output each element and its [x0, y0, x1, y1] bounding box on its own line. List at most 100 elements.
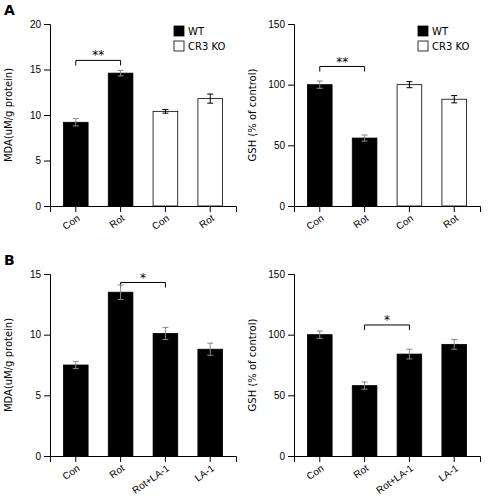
bar — [307, 335, 332, 456]
tick-label: 15 — [30, 64, 42, 75]
bar — [63, 365, 88, 456]
x-tick: Con — [304, 206, 325, 232]
tick-label: 5 — [35, 390, 41, 401]
axis-domain — [44, 275, 51, 457]
y-tick: 150 — [268, 269, 294, 280]
tick-label: Rot+LA-1 — [130, 462, 172, 496]
tick-label: 100 — [268, 329, 285, 340]
error-bar — [406, 349, 412, 359]
marks — [63, 285, 222, 456]
tick-label: 10 — [30, 329, 42, 340]
tick-label: Con — [394, 212, 415, 232]
tick-label: 0 — [279, 451, 285, 462]
tick-mark — [44, 456, 50, 457]
significance-label: ** — [336, 55, 348, 69]
tick-mark — [288, 456, 294, 457]
tick-mark — [288, 145, 294, 146]
bar — [153, 111, 178, 206]
tick-mark — [288, 335, 294, 336]
legend-label: CR3 KO — [188, 41, 225, 52]
y-tick: 50 — [274, 140, 294, 151]
tick-label: Rot — [351, 212, 370, 230]
error-bar — [162, 327, 168, 339]
tick-mark — [120, 206, 121, 212]
significance-label: ** — [92, 48, 104, 62]
y-tick: 0 — [35, 201, 50, 212]
tick-mark — [288, 85, 294, 86]
x-axis: ConRotRot+LA-1LA-1 — [51, 456, 237, 496]
x-tick: Rot+LA-1 — [374, 456, 416, 496]
y-axis-label: GSH (% of control) — [247, 319, 258, 412]
x-tick: Rot — [351, 456, 370, 480]
tick-label: 50 — [274, 390, 286, 401]
legend-swatch — [174, 26, 184, 36]
tick-label: 20 — [30, 19, 42, 30]
x-tick: Con — [394, 206, 415, 232]
panel-label: A — [4, 2, 15, 18]
y-axis: 050100150 — [268, 19, 294, 212]
error-bar — [406, 82, 412, 88]
y-tick: 5 — [35, 155, 50, 166]
tick-label: Con — [150, 212, 171, 232]
tick-label: Rot — [107, 462, 126, 480]
y-tick: 0 — [35, 451, 50, 462]
y-tick: 10 — [30, 329, 50, 340]
x-tick: Con — [60, 206, 81, 232]
legend-label: WT — [188, 26, 205, 37]
tick-mark — [44, 395, 50, 396]
marks — [307, 81, 466, 206]
tick-label: 5 — [35, 155, 41, 166]
tick-label: 150 — [268, 19, 285, 30]
tick-mark — [319, 456, 320, 462]
bar — [352, 386, 377, 456]
significance-label: * — [140, 271, 146, 285]
y-tick: 50 — [274, 390, 294, 401]
bar — [153, 333, 178, 456]
bar — [108, 73, 133, 206]
tick-label: Rot — [441, 212, 460, 230]
tick-label: 50 — [274, 140, 286, 151]
y-axis-label: MDA(uM/g protein) — [3, 318, 14, 412]
x-axis: Con Rot Con Rot — [295, 206, 481, 232]
y-axis: 05101520 — [30, 19, 51, 212]
tick-label: Rot — [351, 462, 370, 480]
bar — [198, 99, 223, 206]
tick-mark — [210, 456, 211, 462]
tick-mark — [288, 395, 294, 396]
tick-mark — [454, 456, 455, 462]
legend-item: WT — [174, 26, 205, 37]
tick-mark — [44, 206, 50, 207]
x-tick: Rot+LA-1 — [130, 456, 172, 496]
tick-label: Rot — [107, 212, 126, 230]
legend-label: WT — [432, 26, 449, 37]
tick-label: LA-1 — [437, 462, 461, 483]
tick-mark — [288, 24, 294, 25]
x-axis: Con Rot Con Rot — [51, 206, 237, 232]
error-bar — [317, 331, 323, 338]
y-tick: 100 — [268, 79, 294, 90]
error-bar — [317, 81, 323, 88]
tick-mark — [44, 24, 50, 25]
tick-mark — [44, 274, 50, 275]
legend-label: CR3 KO — [432, 41, 469, 52]
y-tick: 100 — [268, 329, 294, 340]
bar — [108, 292, 133, 456]
plot-area — [307, 81, 466, 206]
significance-label: * — [384, 313, 390, 327]
plot-area — [307, 331, 466, 456]
y-axis: 0 5 10 15 — [30, 269, 51, 462]
tick-mark — [165, 206, 166, 212]
tick-mark — [75, 456, 76, 462]
panel-label: B — [4, 252, 15, 268]
tick-label: Rot — [197, 212, 216, 230]
bar — [63, 122, 88, 206]
x-tick: Con — [150, 206, 171, 232]
tick-label: 0 — [35, 451, 41, 462]
legend-swatch — [174, 41, 184, 51]
error-bar — [451, 340, 457, 350]
x-tick: LA-1 — [437, 456, 461, 484]
axis-domain — [51, 457, 237, 463]
legend-item: CR3 KO — [418, 41, 469, 52]
y-tick: 15 — [30, 269, 50, 280]
bar — [198, 349, 223, 456]
